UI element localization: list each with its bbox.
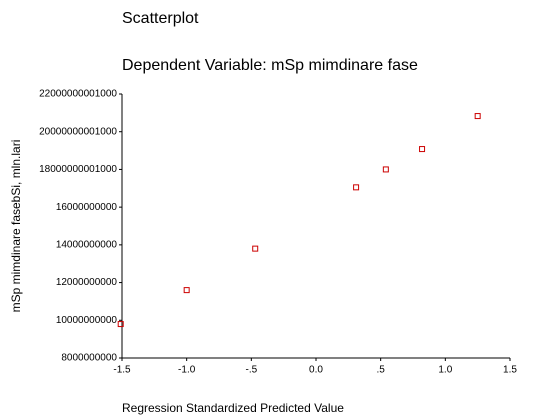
point xyxy=(382,166,389,173)
point xyxy=(183,287,190,294)
point xyxy=(474,113,481,120)
chart-title: Scatterplot xyxy=(122,10,199,27)
y-tick-label: 18000000001000 xyxy=(39,164,117,175)
y-tick-label: 10000000000 xyxy=(56,315,118,326)
x-tick-label: -1.0 xyxy=(178,365,196,376)
x-tick-label: 0.0 xyxy=(309,365,323,376)
x-tick-label: 1.5 xyxy=(503,365,517,376)
x-tick-label: 1.0 xyxy=(438,365,452,376)
y-tick-label: 16000000000 xyxy=(56,202,118,213)
y-tick-label: 14000000000 xyxy=(56,239,118,250)
x-axis-label: Regression Standardized Predicted Value xyxy=(122,401,344,415)
point xyxy=(117,321,124,328)
x-tick-label: .5 xyxy=(376,365,385,376)
y-tick-label: 20000000001000 xyxy=(39,126,117,137)
x-tick-label: -.5 xyxy=(245,365,257,376)
chart-subtitle: Dependent Variable: mSp mimdinare fase xyxy=(122,57,418,74)
y-tick-label: 22000000001000 xyxy=(39,89,117,100)
x-tick-label: -1.5 xyxy=(113,365,131,376)
point xyxy=(252,245,259,252)
point xyxy=(353,184,360,191)
y-tick-label: 8000000000 xyxy=(61,353,117,364)
point xyxy=(419,146,426,153)
y-tick-label: 12000000000 xyxy=(56,277,118,288)
y-axis-label: mSp mimdinare fasebSi, mln.lari xyxy=(9,140,23,313)
